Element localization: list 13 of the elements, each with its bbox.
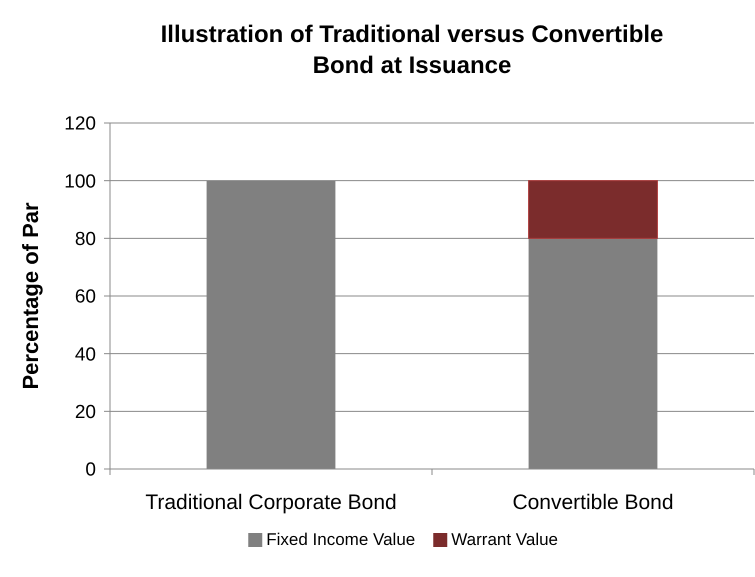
- chart-title: Illustration of Traditional versus Convertible Bond at Issuance: [160, 21, 664, 79]
- legend-label: Warrant Value: [451, 530, 558, 549]
- x-tick-label: Traditional Corporate Bond: [145, 491, 397, 514]
- y-axis-title: Percentage of Par: [18, 202, 43, 390]
- legend-label: Fixed Income Value: [266, 530, 416, 549]
- y-tick-label: 40: [74, 344, 96, 366]
- y-tick-label: 120: [64, 114, 96, 135]
- y-tick-label: 100: [64, 171, 96, 192]
- y-tick-label: 60: [74, 286, 96, 308]
- y-tick-label: 0: [85, 460, 96, 481]
- x-tick-label: Convertible Bond: [512, 491, 674, 514]
- y-tick-label: 80: [74, 228, 96, 250]
- y-tick-label: 20: [74, 402, 96, 423]
